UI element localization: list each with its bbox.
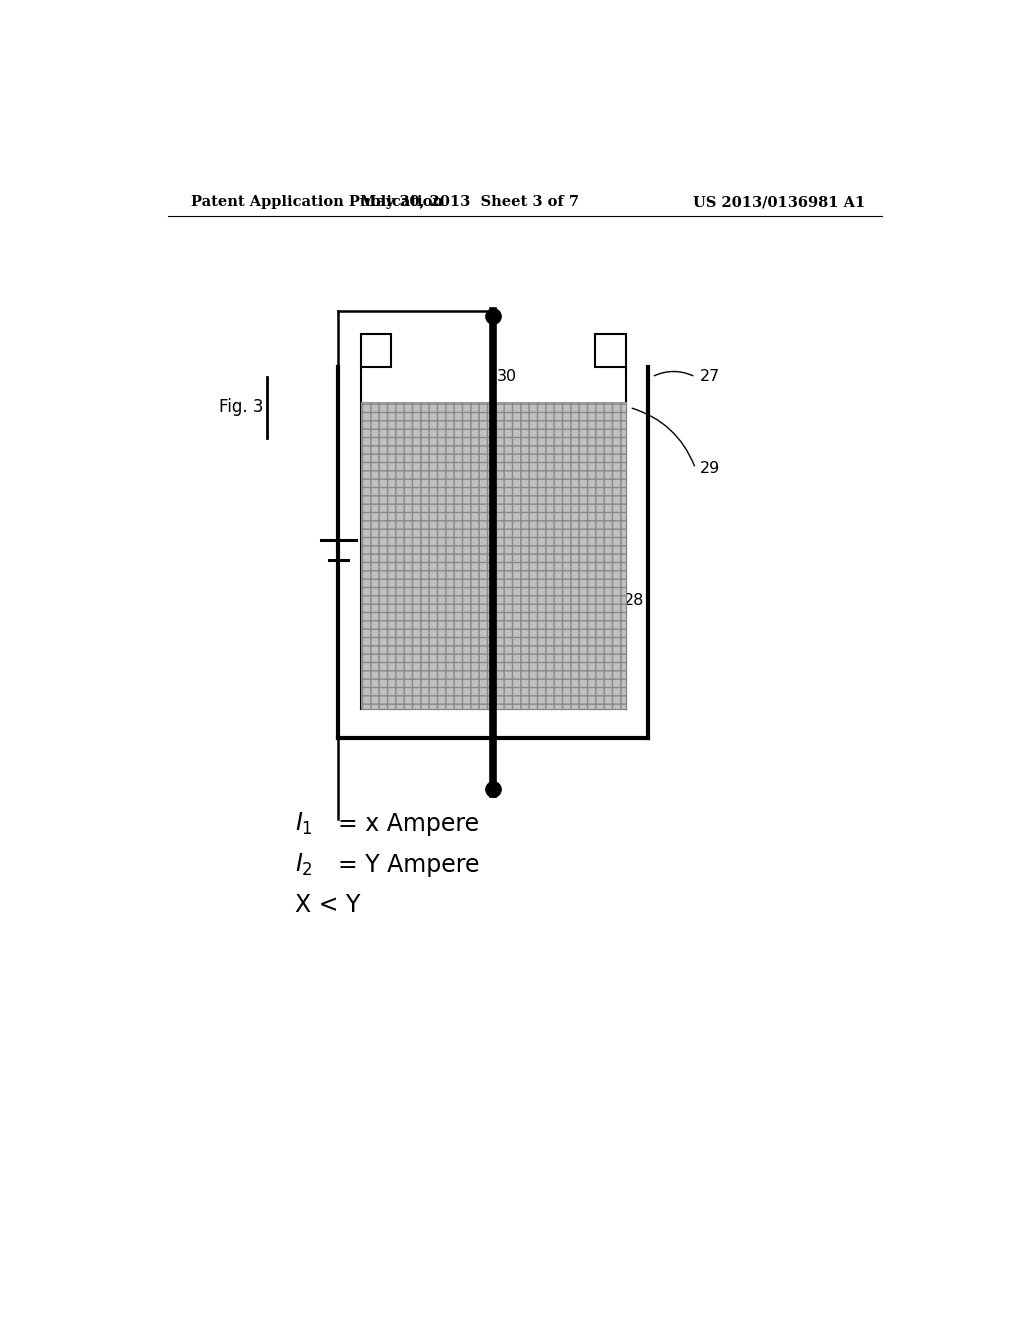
Bar [360, 403, 626, 709]
Bar [595, 334, 626, 367]
Bar [338, 709, 648, 738]
Text: $I_1$: $I_1$ [295, 810, 312, 837]
Text: US 2013/0136981 A1: US 2013/0136981 A1 [692, 195, 865, 209]
Text: $I_2$: $I_2$ [295, 851, 312, 878]
Text: 30: 30 [497, 370, 517, 384]
Bar [360, 334, 391, 367]
Text: = x Ampere: = x Ampere [338, 812, 479, 836]
Text: 27: 27 [699, 370, 720, 384]
Bar [360, 403, 626, 709]
Text: X < Y: X < Y [295, 894, 360, 917]
Bar [338, 367, 360, 738]
Text: 29: 29 [699, 461, 720, 477]
Text: 28: 28 [624, 593, 644, 609]
Bar [626, 367, 648, 738]
Text: Fig. 3: Fig. 3 [219, 399, 264, 416]
Text: = Y Ampere: = Y Ampere [338, 853, 480, 876]
Text: Patent Application Publication: Patent Application Publication [191, 195, 443, 209]
Text: May 30, 2013  Sheet 3 of 7: May 30, 2013 Sheet 3 of 7 [359, 195, 579, 209]
